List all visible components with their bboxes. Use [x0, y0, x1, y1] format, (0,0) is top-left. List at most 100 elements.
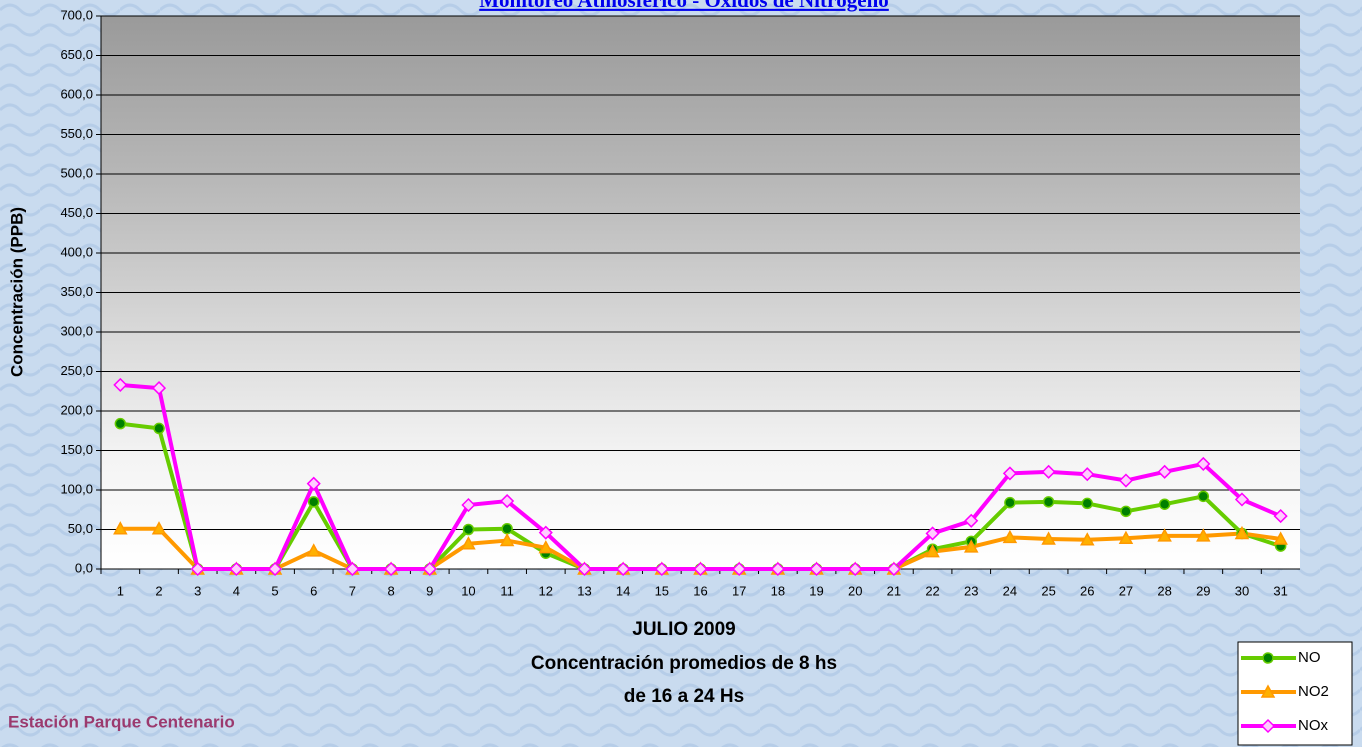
marker — [267, 561, 283, 577]
marker — [114, 417, 127, 430]
x-tick-label: 4 — [233, 583, 240, 598]
marker — [151, 521, 167, 535]
x-tick-label: 12 — [539, 583, 553, 598]
y-tick-label: 300,0 — [60, 323, 93, 338]
legend-label: NO2 — [1298, 683, 1329, 700]
marker — [1081, 497, 1094, 510]
marker — [1120, 505, 1132, 518]
y-tick-label: 50,0 — [68, 521, 93, 536]
x-tick-label: 28 — [1157, 583, 1171, 598]
x-tick-label: 19 — [809, 583, 823, 598]
y-tick-label: 700,0 — [60, 7, 93, 22]
marker — [693, 561, 708, 577]
marker — [422, 561, 437, 577]
marker — [577, 561, 592, 577]
x-tick-label: 5 — [271, 583, 278, 598]
marker — [1158, 498, 1171, 510]
marker — [1260, 684, 1276, 698]
marker — [461, 497, 476, 513]
marker — [307, 496, 320, 508]
y-tick-label: 550,0 — [60, 126, 93, 141]
marker — [770, 561, 785, 577]
marker — [925, 544, 940, 558]
marker — [1118, 530, 1134, 544]
marker — [151, 381, 167, 396]
y-tick-label: 0,0 — [75, 560, 93, 575]
marker — [616, 561, 631, 577]
marker — [654, 561, 669, 577]
marker — [461, 536, 476, 550]
marker — [848, 561, 863, 577]
x-tick-label: 17 — [732, 583, 746, 598]
marker — [1273, 531, 1288, 545]
marker — [500, 493, 515, 509]
marker — [306, 476, 321, 491]
x-tick-label: 25 — [1041, 583, 1055, 598]
marker — [1118, 473, 1134, 488]
marker — [499, 532, 515, 547]
x-tick-label: 2 — [155, 583, 162, 598]
x-tick-label: 30 — [1235, 583, 1249, 598]
legend-label: NO — [1298, 649, 1321, 666]
x-axis-label: JULIO 2009 — [632, 619, 736, 640]
x-tick-label: 3 — [194, 583, 201, 598]
marker — [538, 540, 554, 554]
footer: Estación Parque Centenario — [8, 712, 235, 731]
marker — [1042, 496, 1055, 508]
marker — [1234, 492, 1250, 507]
x-tick-label: 27 — [1119, 583, 1133, 598]
marker — [1157, 464, 1172, 479]
marker — [1260, 718, 1276, 734]
x-axis-label: Concentración promedios de 8 hs — [531, 653, 837, 674]
y-tick-label: 500,0 — [60, 165, 93, 180]
marker — [1234, 525, 1250, 540]
x-tick-label: 16 — [693, 583, 707, 598]
x-tick-label: 14 — [616, 583, 630, 598]
x-tick-label: 13 — [577, 583, 591, 598]
marker — [1273, 509, 1288, 524]
x-tick-label: 10 — [461, 583, 475, 598]
x-tick-label: 11 — [500, 583, 514, 598]
x-tick-label: 29 — [1196, 583, 1210, 598]
marker — [1041, 464, 1056, 479]
marker — [809, 561, 824, 577]
y-tick-label: 450,0 — [60, 205, 93, 220]
x-tick-label: 9 — [426, 583, 433, 598]
x-tick-label: 6 — [310, 583, 317, 598]
x-tick-label: 1 — [117, 583, 124, 598]
marker — [190, 561, 205, 577]
marker — [1196, 456, 1211, 471]
marker — [153, 422, 165, 435]
x-tick-label: 22 — [925, 583, 939, 598]
y-tick-label: 400,0 — [60, 244, 93, 259]
y-axis-label: Concentración (PPB) — [7, 207, 26, 377]
marker — [1262, 652, 1274, 664]
x-tick-label: 15 — [655, 583, 669, 598]
marker — [732, 561, 747, 577]
x-tick-label: 23 — [964, 583, 978, 598]
x-tick-label: 7 — [349, 583, 356, 598]
marker — [462, 523, 475, 536]
marker — [963, 539, 979, 553]
marker — [1002, 529, 1018, 544]
y-tick-label: 200,0 — [60, 402, 93, 417]
marker — [501, 522, 513, 535]
marker — [1041, 531, 1056, 545]
x-tick-label: 31 — [1273, 583, 1287, 598]
marker — [1196, 528, 1211, 542]
marker — [886, 561, 901, 577]
marker — [1080, 532, 1095, 546]
x-tick-label: 24 — [1003, 583, 1017, 598]
marker — [538, 525, 553, 540]
marker — [1002, 466, 1017, 481]
y-tick-label: 100,0 — [60, 481, 93, 496]
chart-title: Monitoreo Atmosférico - Óxidos de Nitróg… — [479, 0, 889, 12]
marker — [1157, 528, 1172, 542]
marker — [925, 526, 940, 541]
y-tick-label: 150,0 — [60, 442, 93, 457]
marker — [113, 521, 128, 535]
y-tick-label: 650,0 — [60, 47, 93, 62]
marker — [229, 561, 244, 577]
legend-label: NOx — [1298, 717, 1329, 734]
